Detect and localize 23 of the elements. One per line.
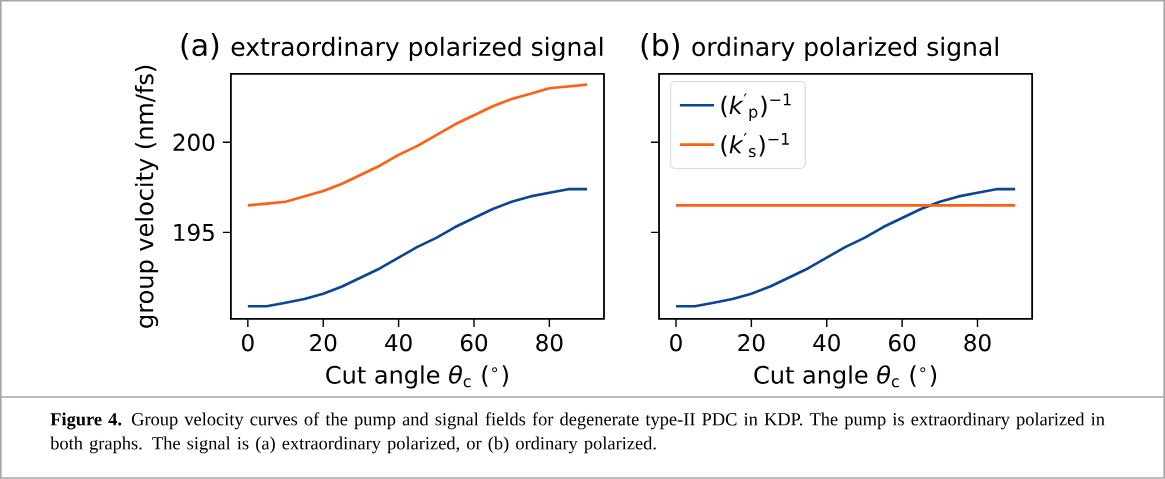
- x-tick-label: 40: [385, 334, 412, 352]
- x-tick-label: 80: [536, 334, 563, 352]
- y-tick-label: 200: [173, 133, 215, 152]
- text: (b): [641, 33, 679, 60]
- x-tick-label: 40: [813, 334, 840, 352]
- y-tick-label: 195: [174, 223, 214, 242]
- x-tick-label: 60: [889, 334, 916, 352]
- x-tick-label: 60: [460, 334, 488, 352]
- text: (a): [181, 33, 219, 60]
- x-tick-label: 20: [310, 334, 337, 352]
- chart-title: extraordinary polarized signal: [231, 36, 603, 62]
- x-tick-label: 0: [242, 334, 254, 352]
- legend-label: (k$^{′}$$_{p}$)$^{−1}$: [721, 93, 791, 122]
- text: Figure 4. Group velocity curves of the pump and signal fields for degenerate type-II PDC in KDP. The pump is extraordinary polarized in both graphs. The signal is (a) extraordinary polarized, or (b) ordinary polarized.: [50, 412, 1105, 454]
- x-tick-label: 20: [738, 334, 765, 352]
- line-series: [246, 187, 589, 308]
- legend-label: (k$^{′}$$_{s}$)$^{−1}$: [721, 133, 789, 158]
- x-tick-label: 80: [964, 334, 991, 352]
- chart-title: ordinary polarized signal: [692, 36, 998, 62]
- x-axis-title: Cut angle θ$_{c}$ ($^{∘}$): [326, 365, 508, 389]
- x-axis-title: Cut angle θ$_{c}$ ($^{∘}$): [754, 365, 937, 389]
- x-tick-label: 0: [670, 334, 682, 352]
- y-axis-title: group velocity (nm/fs): [134, 65, 159, 328]
